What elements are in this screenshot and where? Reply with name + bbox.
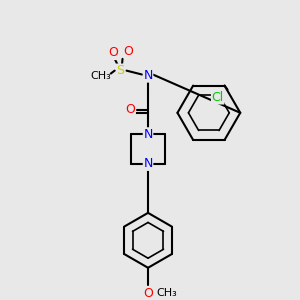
Text: O: O <box>108 46 118 59</box>
Text: N: N <box>143 69 153 82</box>
Text: N: N <box>143 128 153 141</box>
Text: CH₃: CH₃ <box>156 288 177 298</box>
Text: O: O <box>125 103 135 116</box>
Text: O: O <box>124 44 134 58</box>
Text: N: N <box>143 157 153 170</box>
Text: O: O <box>143 287 153 300</box>
Text: S: S <box>117 64 124 77</box>
Text: CH₃: CH₃ <box>91 70 111 80</box>
Text: Cl: Cl <box>212 91 224 104</box>
